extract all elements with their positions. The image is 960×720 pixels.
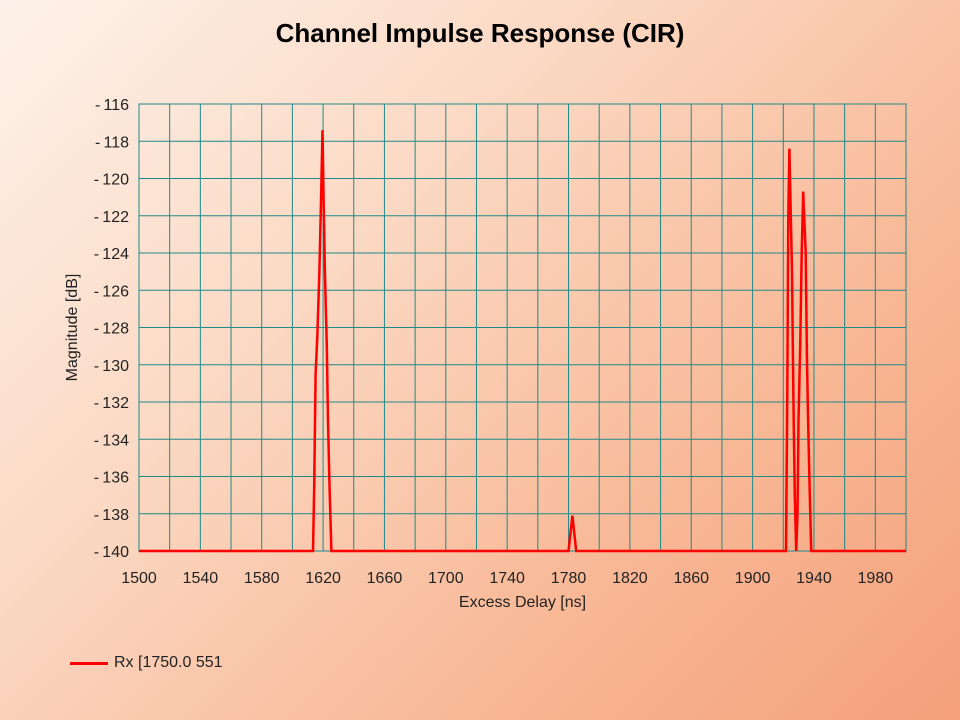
chart-title: Channel Impulse Response (CIR): [275, 18, 685, 48]
x-axis-label: Excess Delay [ns]: [459, 594, 586, 611]
y-tick-label: - 134: [94, 432, 129, 449]
y-tick-label: - 116: [95, 97, 129, 114]
y-tick-label: - 140: [94, 544, 129, 561]
x-tick-label: 1620: [305, 570, 341, 587]
y-tick-label: - 138: [94, 507, 129, 524]
x-tick-label: 1660: [367, 570, 403, 587]
series-line: [139, 130, 906, 553]
y-tick-label: - 124: [94, 246, 129, 263]
x-tick-label: 1820: [612, 570, 648, 587]
y-tick-label: - 132: [94, 395, 129, 412]
legend: Rx [1750.0 551: [70, 654, 223, 672]
x-tick-label: 1540: [183, 570, 219, 587]
y-tick-label: - 136: [94, 470, 129, 487]
legend-label: Rx [1750.0 551: [114, 654, 223, 671]
y-tick-label: - 130: [94, 358, 129, 375]
x-tick-label: 1500: [121, 570, 157, 587]
x-tick-label: 1900: [735, 570, 771, 587]
x-tick-label: 1580: [244, 570, 280, 587]
x-tick-label: 1940: [796, 570, 832, 587]
y-axis-label: Magnitude [dB]: [64, 274, 81, 382]
y-tick-label: - 126: [94, 283, 129, 300]
legend-line-swatch: [70, 661, 108, 665]
y-tick-label: - 120: [94, 172, 129, 189]
x-tick-label: 1700: [428, 570, 464, 587]
y-tick-label: - 118: [95, 134, 129, 151]
y-tick-label: - 128: [94, 321, 129, 338]
x-tick-label: 1780: [551, 570, 587, 587]
x-tick-label: 1740: [489, 570, 525, 587]
x-tick-label: 1860: [673, 570, 709, 587]
y-tick-label: - 122: [94, 209, 129, 226]
x-tick-label: 1980: [858, 570, 894, 587]
